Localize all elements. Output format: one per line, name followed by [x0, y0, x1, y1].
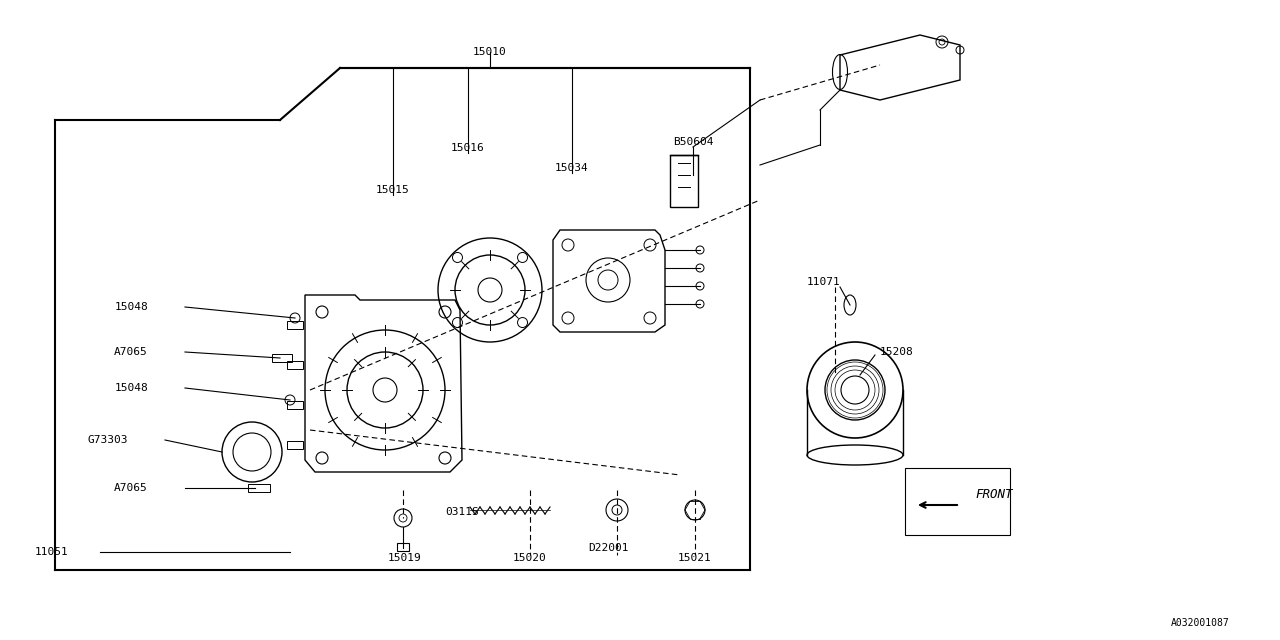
Text: 15010: 15010 — [474, 47, 507, 57]
Text: 15019: 15019 — [388, 553, 422, 563]
Bar — [287, 401, 303, 409]
Text: 15048: 15048 — [114, 383, 148, 393]
Text: A032001087: A032001087 — [1171, 618, 1230, 628]
Text: 15015: 15015 — [376, 185, 410, 195]
Text: 0311S: 0311S — [445, 507, 479, 517]
Bar — [397, 543, 410, 551]
Bar — [248, 484, 270, 492]
Text: 11071: 11071 — [806, 277, 840, 287]
Text: 15048: 15048 — [114, 302, 148, 312]
Text: 15021: 15021 — [678, 553, 712, 563]
Text: 15208: 15208 — [881, 347, 914, 357]
Bar — [287, 441, 303, 449]
Text: A7065: A7065 — [114, 483, 148, 493]
Bar — [287, 321, 303, 329]
Text: D22001: D22001 — [588, 543, 628, 553]
Bar — [287, 361, 303, 369]
Bar — [273, 354, 292, 362]
Text: 15020: 15020 — [513, 553, 547, 563]
Text: FRONT: FRONT — [975, 488, 1012, 502]
Text: B50604: B50604 — [673, 137, 713, 147]
Text: 11051: 11051 — [35, 547, 68, 557]
Text: G73303: G73303 — [87, 435, 128, 445]
Text: 15034: 15034 — [556, 163, 589, 173]
Text: A7065: A7065 — [114, 347, 148, 357]
Text: 15016: 15016 — [451, 143, 485, 153]
Bar — [669, 155, 698, 207]
